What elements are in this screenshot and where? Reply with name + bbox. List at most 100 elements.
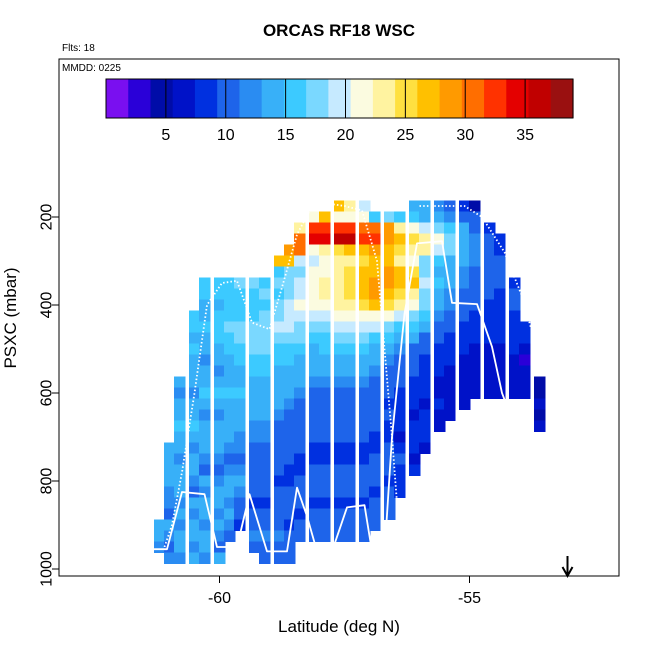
heatmap-cell [359, 464, 371, 476]
heatmap-cell [199, 431, 211, 443]
heatmap-cell [384, 508, 396, 520]
heatmap-cell [419, 431, 431, 443]
heatmap-cell [309, 321, 321, 333]
heatmap-cell [384, 442, 396, 454]
heatmap-cell [224, 475, 236, 487]
heatmap-cell [384, 365, 396, 377]
heatmap-cell [344, 255, 356, 267]
heatmap-cell [259, 431, 271, 443]
heatmap-cell [249, 354, 261, 366]
heatmap-cell [309, 277, 321, 289]
heatmap-cell [319, 431, 331, 443]
heatmap-cell [419, 442, 431, 454]
heatmap-cell [274, 475, 286, 487]
heatmap-cell [224, 453, 236, 465]
heatmap-cell [199, 541, 211, 553]
heatmap-cell [174, 519, 186, 531]
heatmap-cell [214, 332, 226, 344]
heatmap-cell [444, 365, 456, 377]
heatmap-cell [214, 343, 226, 355]
heatmap-cell [484, 387, 496, 399]
heatmap-cell [334, 233, 346, 245]
heatmap-cell [319, 222, 331, 234]
heatmap-cell [344, 354, 356, 366]
heatmap-cell [519, 332, 531, 344]
y-tick-label: 1000 [39, 551, 56, 587]
heatmap-cell [409, 200, 421, 212]
heatmap-cell [484, 233, 496, 245]
heatmap-cell [359, 288, 371, 300]
heatmap-cell [444, 277, 456, 289]
colorbar-swatch [528, 79, 552, 118]
heatmap-cell [384, 321, 396, 333]
heatmap-cell [199, 354, 211, 366]
heatmap-cell [234, 519, 246, 531]
heatmap-cell [274, 365, 286, 377]
heatmap-cell [274, 376, 286, 388]
colorbar-tick-label: 10 [217, 127, 235, 144]
heatmap-cell [359, 299, 371, 311]
heatmap-cell [509, 299, 521, 311]
heatmap-cell [319, 244, 331, 256]
chart-title: ORCAS RF18 WSC [263, 21, 415, 40]
heatmap-cell [164, 464, 176, 476]
heatmap-cell [369, 310, 381, 322]
flight-track [147, 240, 523, 555]
heatmap-cell [419, 332, 431, 344]
heatmap-cell [319, 486, 331, 498]
heatmap-cell [199, 552, 211, 564]
heatmap-cell [459, 365, 471, 377]
heatmap-cell [234, 442, 246, 454]
heatmap-cell [189, 475, 201, 487]
heatmap-cell [284, 508, 296, 520]
heatmap-cell [359, 211, 371, 223]
heatmap-cell [509, 332, 521, 344]
heatmap-cell [284, 310, 296, 322]
heatmap-cell [214, 475, 226, 487]
flight-track [163, 202, 403, 552]
x-tick-label: -60 [208, 590, 231, 607]
heatmap-cell [459, 343, 471, 355]
heatmap-cell [309, 211, 321, 223]
heatmap-cell [249, 519, 261, 531]
heatmap-cell [189, 387, 201, 399]
heatmap-cell [494, 277, 506, 289]
heatmap-cell [334, 486, 346, 498]
heatmap-cell [384, 299, 396, 311]
heatmap-cell [199, 277, 211, 289]
heatmap-cell [469, 266, 481, 278]
heatmap-cell [319, 508, 331, 520]
heatmap-cell [409, 222, 421, 234]
heatmap-cell [309, 475, 321, 487]
heatmap-cell [274, 519, 286, 531]
heatmap-cell [174, 431, 186, 443]
heatmap-cell [459, 321, 471, 333]
heatmap-cell [309, 497, 321, 509]
heatmap-cell [334, 497, 346, 509]
heatmap-cell [284, 420, 296, 432]
heatmap-cell [164, 541, 176, 553]
heatmap-cell [294, 321, 306, 333]
heatmap-cell [249, 288, 261, 300]
heatmap-cell [319, 321, 331, 333]
heatmap-cell [334, 442, 346, 454]
heatmap-cell [419, 343, 431, 355]
heatmap-cell [274, 464, 286, 476]
heatmap-cell [284, 277, 296, 289]
heatmap-cell [224, 321, 236, 333]
heatmap-cell [259, 464, 271, 476]
heatmap-cell [459, 277, 471, 289]
heatmap-cell [344, 343, 356, 355]
heatmap-cell [334, 332, 346, 344]
heatmap-cell [434, 200, 446, 212]
heatmap-cell [494, 288, 506, 300]
heatmap-cell [394, 332, 406, 344]
heatmap-cell [319, 464, 331, 476]
heatmap-cell [199, 420, 211, 432]
heatmap-cell [419, 255, 431, 267]
heatmap-cell [409, 211, 421, 223]
heatmap-cell [469, 376, 481, 388]
heatmap-cell [284, 453, 296, 465]
heatmap-cell [214, 519, 226, 531]
heatmap-cell [284, 464, 296, 476]
